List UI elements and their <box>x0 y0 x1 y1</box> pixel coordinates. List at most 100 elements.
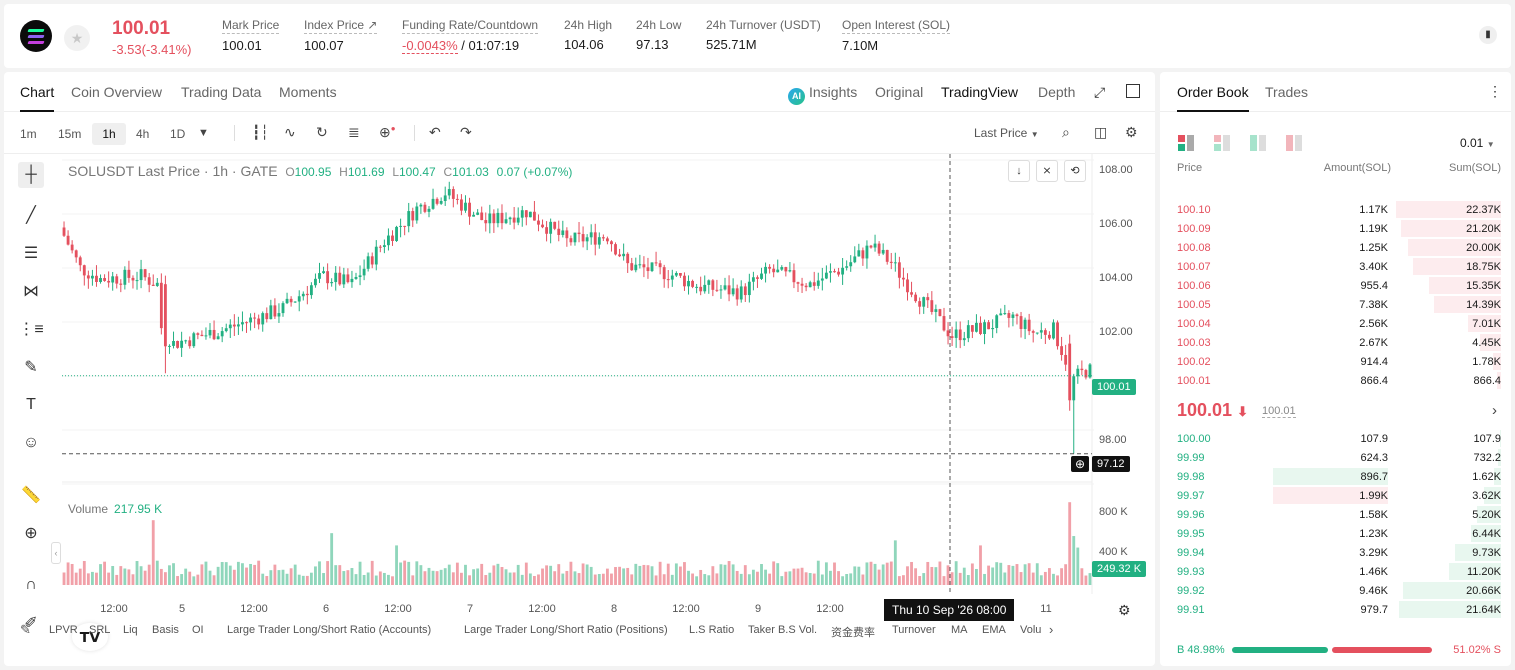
pattern-icon[interactable]: ⋈ <box>23 283 39 300</box>
crosshair-icon[interactable]: ┼ <box>18 162 44 188</box>
chevron-right-icon[interactable]: › <box>1492 402 1497 419</box>
trend-line-icon[interactable]: ╱ <box>26 207 36 224</box>
timeframe-1h[interactable]: 1h <box>92 123 126 145</box>
stat-funding-rate[interactable]: Funding Rate/Countdown -0.0043% / 01:07:… <box>402 18 539 54</box>
view-tradingview[interactable]: TradingView <box>941 84 1019 100</box>
row-price: 100.10 <box>1177 204 1211 216</box>
horizontal-lines-icon[interactable]: ☰ <box>23 245 39 262</box>
indicator-lpvr[interactable]: LPVR <box>49 624 78 636</box>
emoji-icon[interactable]: ☺ <box>22 434 40 451</box>
book-icon[interactable]: ▮ <box>1479 26 1497 44</box>
zoom-in-icon[interactable]: ⊕ <box>24 525 38 542</box>
timeframe-1d[interactable]: 1D <box>170 127 186 141</box>
layout-both-icon[interactable] <box>1178 135 1194 151</box>
orderbook-row[interactable]: 99.97 1.99K 3.62K <box>1160 486 1511 505</box>
timeframe-4h[interactable]: 4h <box>136 127 150 141</box>
orderbook-row[interactable]: 100.03 2.67K 4.45K <box>1160 333 1511 352</box>
stat-index-price[interactable]: Index Price ↗ 100.07 <box>304 18 378 53</box>
indicator-srl[interactable]: SRL <box>89 624 111 636</box>
view-depth[interactable]: Depth <box>1038 84 1076 100</box>
edit-icon[interactable]: ✎ <box>20 622 31 637</box>
indicator-ema[interactable]: EMA <box>982 624 1006 636</box>
fib-levels-icon[interactable]: ⋮≡ <box>18 321 44 338</box>
indicators-icon[interactable]: ∿ <box>284 124 296 140</box>
stat-mark-price[interactable]: Mark Price 100.01 <box>222 18 280 53</box>
orderbook-row[interactable]: 100.00 107.9 107.9 <box>1160 429 1511 448</box>
orderbook-row[interactable]: 99.95 1.23K 6.44K <box>1160 524 1511 543</box>
orderbook-row[interactable]: 99.93 1.46K 11.20K <box>1160 562 1511 581</box>
undo-icon[interactable]: ↶ <box>429 124 441 140</box>
orderbook-row[interactable]: 99.94 3.29K 9.73K <box>1160 543 1511 562</box>
indicator-funding-rate[interactable]: 资金费率 <box>831 627 875 639</box>
orderbook-row[interactable]: 99.92 9.46K 20.66K <box>1160 581 1511 600</box>
lock-drawing-icon[interactable]: ✐ <box>24 615 38 632</box>
camera-icon[interactable]: ◫ <box>1094 124 1108 140</box>
window-icon[interactable] <box>1126 84 1140 98</box>
layout-asks-icon[interactable] <box>1286 135 1302 151</box>
candle-type-icon[interactable]: ┇┆ <box>252 124 269 140</box>
redo-icon[interactable]: ↷ <box>460 124 472 140</box>
orderbook-row[interactable]: 100.04 2.56K 7.01K <box>1160 314 1511 333</box>
orderbook-row[interactable]: 100.10 1.17K 22.37K <box>1160 200 1511 219</box>
indicator-liq[interactable]: Liq <box>123 624 138 636</box>
search-icon[interactable]: ⌕ <box>1062 124 1070 140</box>
orderbook-row[interactable]: 100.01 866.4 866.4 <box>1160 371 1511 390</box>
add-order-icon[interactable]: ⊕ <box>1071 456 1089 472</box>
restore-icon[interactable]: ⟲ <box>1064 160 1086 182</box>
volume-bar <box>119 566 123 585</box>
timeframe-15m[interactable]: 15m <box>58 127 82 141</box>
magnet-icon[interactable]: ∩ <box>25 576 37 593</box>
orderbook-row[interactable]: 100.09 1.19K 21.20K <box>1160 219 1511 238</box>
orderbook-row[interactable]: 100.07 3.40K 18.75K <box>1160 257 1511 276</box>
layout-split-icon[interactable] <box>1214 135 1230 151</box>
orderbook-row[interactable]: 100.06 955.4 15.35K <box>1160 276 1511 295</box>
settings-icon[interactable]: ⚙ <box>1118 602 1131 618</box>
orderbook-row[interactable]: 100.08 1.25K 20.00K <box>1160 238 1511 257</box>
price-source-select[interactable]: Last Price ▼ <box>974 126 1039 140</box>
tab-trading-data[interactable]: Trading Data <box>181 84 262 100</box>
indicator-basis[interactable]: Basis <box>152 624 179 636</box>
orderbook-row[interactable]: 99.98 896.7 1.62K <box>1160 467 1511 486</box>
orderbook-row[interactable]: 100.05 7.38K 14.39K <box>1160 295 1511 314</box>
precision-select[interactable]: 0.01 ▼ <box>1460 136 1495 150</box>
indicator-ma[interactable]: MA <box>951 624 968 636</box>
collapse-toolbar-icon[interactable]: ‹ <box>51 542 61 564</box>
arrow-down-icon[interactable]: ↓ <box>1008 160 1030 182</box>
chevron-right-icon[interactable]: › <box>1049 622 1054 637</box>
indicator-taker-vol[interactable]: Taker B.S Vol. <box>748 624 818 636</box>
timeframe-1m[interactable]: 1m <box>20 127 37 141</box>
tab-trades[interactable]: Trades <box>1265 84 1309 100</box>
layout-bids-icon[interactable] <box>1250 135 1266 151</box>
collapse-icon[interactable]: ⨯ <box>1036 160 1058 182</box>
stat-open-interest[interactable]: Open Interest (SOL) 7.10M <box>842 18 951 53</box>
favorite-star-icon[interactable]: ★ <box>64 25 90 51</box>
indicator-ls-positions[interactable]: Large Trader Long/Short Ratio (Positions… <box>464 624 668 636</box>
orderbook-row[interactable]: 100.02 914.4 1.78K <box>1160 352 1511 371</box>
templates-icon[interactable]: ≣ <box>348 124 360 140</box>
indicator-ls-ratio[interactable]: L.S Ratio <box>689 624 735 636</box>
indicator-ls-accounts[interactable]: Large Trader Long/Short Ratio (Accounts) <box>227 624 432 636</box>
ruler-icon[interactable]: 📏 <box>21 487 41 504</box>
alert-add-icon[interactable]: ⊕● <box>379 124 396 140</box>
tab-moments[interactable]: Moments <box>279 84 337 100</box>
indicator-volume[interactable]: Volu <box>1020 624 1042 636</box>
orderbook-row[interactable]: 99.99 624.3 732.2 <box>1160 448 1511 467</box>
candle-body <box>111 276 115 283</box>
candlestick-chart[interactable] <box>4 154 1155 620</box>
indicator-turnover[interactable]: Turnover <box>892 624 936 636</box>
orderbook-row[interactable]: 99.91 979.7 21.64K <box>1160 600 1511 619</box>
indicator-oi[interactable]: OI <box>192 624 204 636</box>
refresh-icon[interactable]: ↻ <box>316 124 328 140</box>
tab-order-book[interactable]: Order Book <box>1177 84 1249 112</box>
brush-icon[interactable]: ✎ <box>24 359 38 376</box>
text-tool-icon[interactable]: T <box>26 396 36 413</box>
tab-coin-overview[interactable]: Coin Overview <box>71 84 163 100</box>
timeframe-dropdown-icon[interactable]: ▼ <box>198 127 209 139</box>
tab-chart[interactable]: Chart <box>20 84 55 112</box>
view-original[interactable]: Original <box>875 84 924 100</box>
orderbook-row[interactable]: 99.96 1.58K 5.20K <box>1160 505 1511 524</box>
more-options-icon[interactable]: ⋮ <box>1488 83 1502 99</box>
view-insights[interactable]: AI Insights <box>788 84 857 105</box>
gear-icon[interactable]: ⚙ <box>1125 124 1138 140</box>
fullscreen-icon[interactable]: ⤢ <box>1094 84 1106 100</box>
